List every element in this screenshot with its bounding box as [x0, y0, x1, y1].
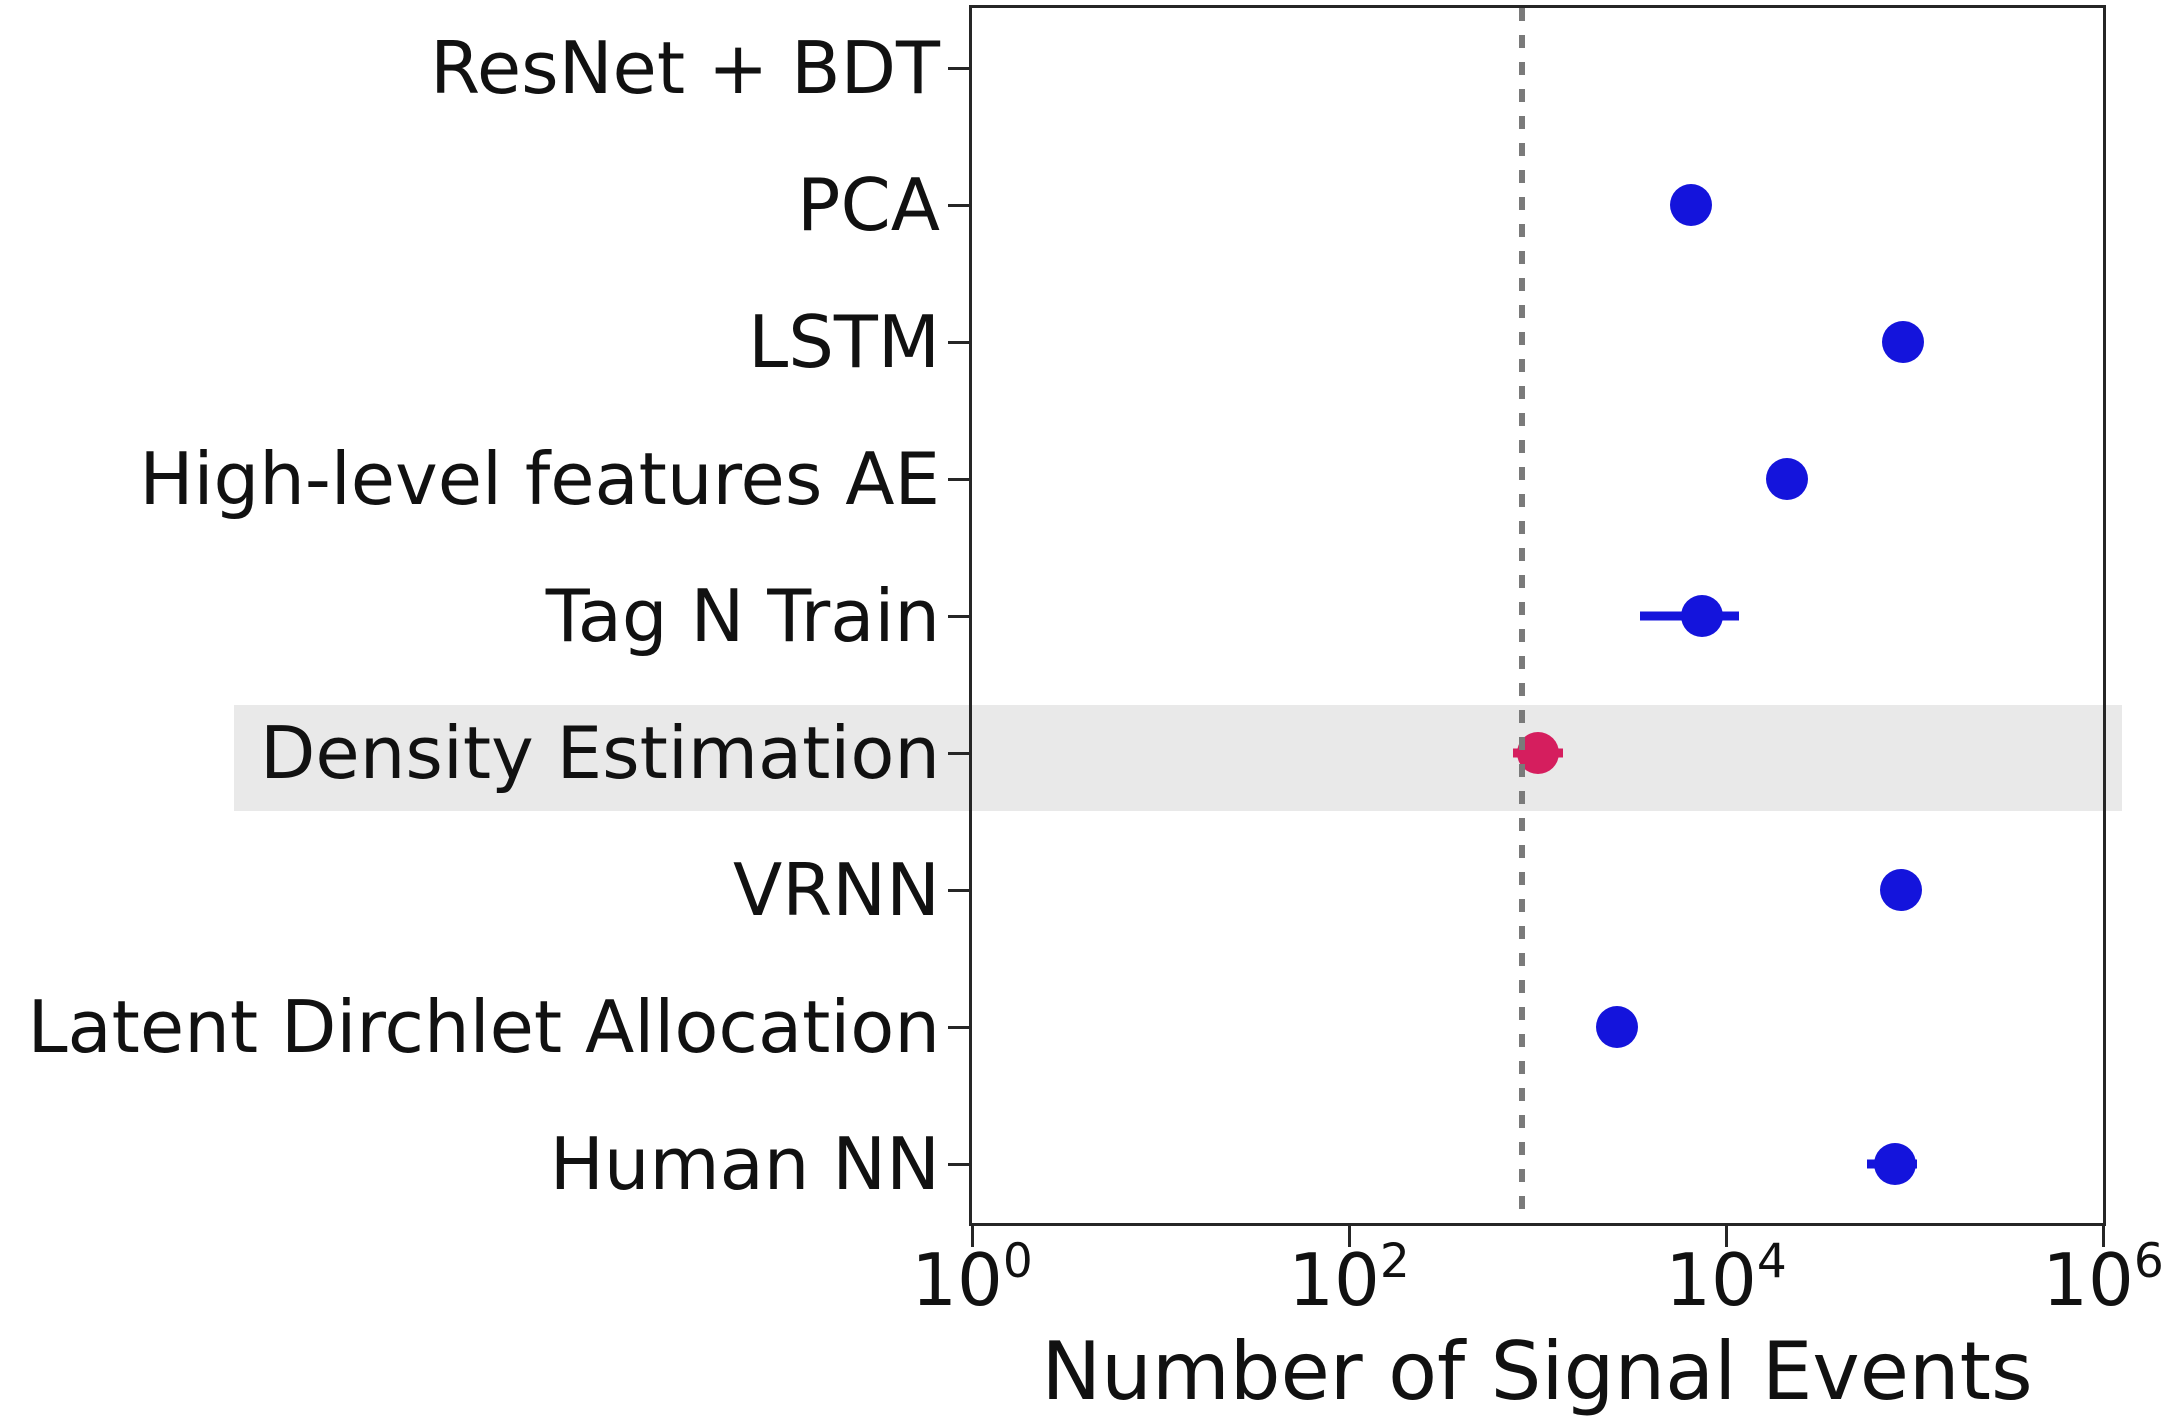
y-category-label: PCA [797, 163, 940, 247]
data-point-lstm [1882, 321, 1925, 363]
reference-dotted-line [1519, 8, 1526, 1223]
y-tick-mark [948, 478, 972, 481]
x-tick-label: 104 [1665, 1238, 1787, 1316]
y-tick-mark [948, 752, 972, 755]
x-tick-mark [971, 1223, 974, 1247]
plot-area [969, 5, 2106, 1226]
data-point-latent-dirchlet-allocation [1596, 1006, 1639, 1048]
y-tick-mark [948, 204, 972, 207]
x-tick-exponent: 4 [1756, 1234, 1787, 1289]
data-point-tag-n-train [1681, 595, 1724, 637]
x-tick-exponent: 2 [1379, 1234, 1410, 1289]
y-tick-mark [948, 341, 972, 344]
x-tick-base: 10 [2042, 1238, 2134, 1322]
y-category-label: Latent Dirchlet Allocation [27, 985, 940, 1069]
y-category-label: VRNN [733, 848, 940, 932]
y-category-label: Human NN [549, 1122, 940, 1206]
data-point-vrnn [1880, 869, 1923, 911]
y-category-label: ResNet + BDT [430, 26, 940, 110]
x-tick-mark [2102, 1223, 2105, 1247]
x-tick-exponent: 0 [1002, 1234, 1033, 1289]
x-tick-base: 10 [1288, 1238, 1380, 1322]
data-point-pca [1669, 184, 1712, 226]
y-category-label: High-level features AE [139, 437, 940, 521]
x-tick-label: 102 [1288, 1238, 1410, 1316]
x-axis-title: Number of Signal Events [1041, 1325, 2033, 1417]
y-tick-mark [948, 1163, 972, 1166]
x-tick-mark [1348, 1223, 1351, 1247]
y-tick-mark [948, 615, 972, 618]
y-category-label: LSTM [748, 300, 940, 384]
x-tick-base: 10 [1665, 1238, 1757, 1322]
data-point-high-level-features-ae [1765, 458, 1808, 500]
x-tick-exponent: 6 [2133, 1234, 2164, 1289]
y-tick-mark [948, 67, 972, 70]
x-tick-mark [1725, 1223, 1728, 1247]
y-category-label: Density Estimation [259, 711, 940, 795]
highlight-band-density-estimation [234, 705, 2122, 811]
y-tick-mark [948, 1026, 972, 1029]
y-tick-mark [948, 889, 972, 892]
y-category-label: Tag N Train [545, 574, 940, 658]
x-tick-label: 100 [911, 1238, 1033, 1316]
x-tick-base: 10 [911, 1238, 1003, 1322]
x-tick-label: 106 [2042, 1238, 2164, 1316]
data-point-human-nn [1874, 1143, 1917, 1185]
